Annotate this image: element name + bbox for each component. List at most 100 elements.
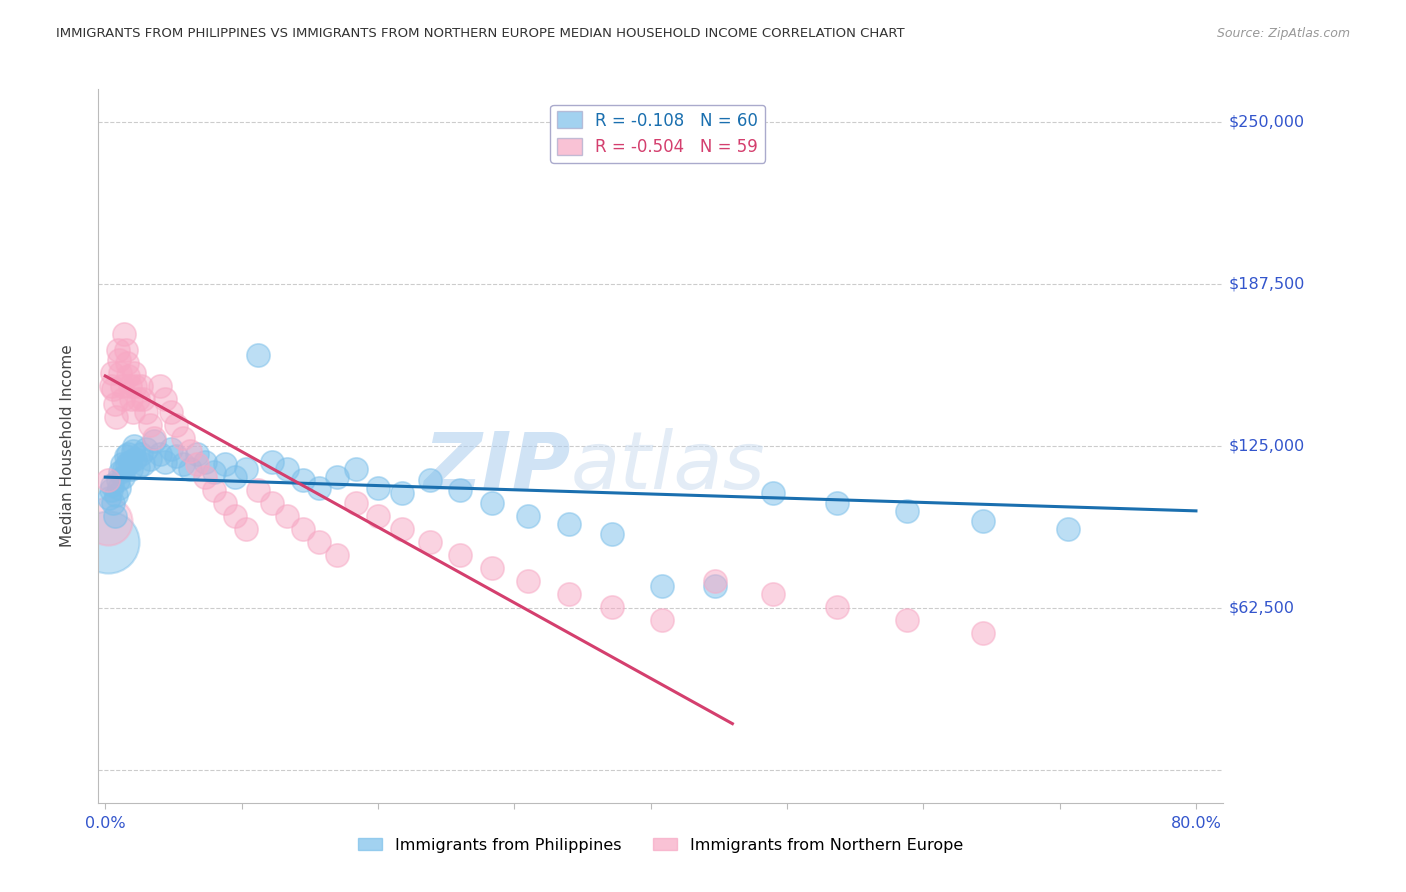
Text: 80.0%: 80.0% (1171, 816, 1222, 830)
Point (122, 439, 145, 453)
Point (127, 459, 149, 474)
Point (139, 418, 162, 433)
Point (179, 444, 201, 458)
Point (246, 348, 269, 362)
Text: $250,000: $250,000 (1229, 114, 1305, 129)
Point (103, 382, 125, 396)
Legend: Immigrants from Philippines, Immigrants from Northern Europe: Immigrants from Philippines, Immigrants … (352, 831, 970, 859)
Point (114, 450, 136, 464)
Point (194, 454, 217, 468)
Point (124, 379, 146, 393)
Point (155, 454, 177, 468)
Point (127, 392, 149, 407)
Point (762, 485, 785, 500)
Text: Source: ZipAtlas.com: Source: ZipAtlas.com (1216, 27, 1350, 40)
Point (104, 397, 127, 411)
Point (516, 574, 538, 588)
Point (186, 447, 208, 461)
Point (762, 587, 785, 601)
Point (100, 483, 122, 497)
Point (896, 504, 918, 518)
Text: ZIP: ZIP (423, 428, 571, 507)
Point (344, 496, 367, 510)
Point (118, 454, 141, 468)
Point (602, 599, 624, 614)
Point (558, 587, 581, 601)
Point (214, 496, 236, 510)
Point (118, 379, 141, 393)
Point (105, 410, 128, 425)
Point (391, 522, 413, 536)
Point (132, 457, 155, 471)
Point (276, 462, 298, 476)
Point (155, 392, 177, 407)
Point (202, 483, 225, 497)
Point (481, 496, 503, 510)
Point (291, 522, 314, 536)
Point (129, 379, 152, 393)
Point (143, 434, 166, 448)
Point (449, 548, 471, 562)
Point (121, 405, 143, 419)
Point (139, 452, 162, 467)
Point (972, 625, 994, 640)
Point (135, 442, 157, 456)
Point (172, 457, 194, 471)
Point (703, 574, 725, 588)
Point (149, 379, 172, 393)
Point (449, 483, 471, 497)
Point (308, 481, 330, 495)
Point (650, 579, 672, 593)
Text: $187,500: $187,500 (1229, 277, 1305, 292)
Point (419, 473, 441, 487)
Point (1056, 522, 1078, 536)
Point (101, 367, 124, 381)
Text: IMMIGRANTS FROM PHILIPPINES VS IMMIGRANTS FROM NORTHERN EUROPE MEDIAN HOUSEHOLD : IMMIGRANTS FROM PHILIPPINES VS IMMIGRANT… (56, 27, 905, 40)
Point (120, 462, 142, 476)
Y-axis label: Median Household Income: Median Household Income (60, 344, 75, 548)
Point (97, 473, 120, 487)
Point (481, 561, 503, 575)
Point (117, 447, 139, 461)
Point (108, 353, 131, 368)
Point (896, 613, 918, 627)
Point (122, 367, 145, 381)
Point (235, 522, 257, 536)
Text: 0.0%: 0.0% (84, 816, 125, 830)
Point (344, 462, 367, 476)
Point (602, 527, 624, 541)
Point (179, 462, 201, 476)
Point (110, 457, 132, 471)
Point (165, 450, 187, 464)
Point (202, 465, 225, 479)
Point (115, 457, 138, 471)
Point (367, 481, 389, 495)
Point (186, 457, 208, 471)
Point (391, 485, 413, 500)
Point (107, 473, 129, 487)
Point (260, 454, 283, 468)
Point (97, 514, 120, 528)
Point (159, 442, 181, 456)
Point (105, 488, 128, 502)
Point (972, 514, 994, 528)
Point (129, 447, 152, 461)
Point (165, 418, 187, 433)
Point (101, 478, 124, 492)
Point (110, 379, 132, 393)
Point (326, 548, 349, 562)
Point (650, 613, 672, 627)
Point (143, 431, 166, 445)
Point (108, 481, 131, 495)
Point (235, 462, 257, 476)
Point (112, 327, 135, 342)
Point (260, 496, 283, 510)
Point (516, 509, 538, 524)
Point (115, 356, 138, 370)
Text: $125,000: $125,000 (1229, 439, 1305, 453)
Point (114, 343, 136, 357)
Point (224, 470, 246, 484)
Point (291, 473, 314, 487)
Point (121, 444, 143, 458)
Point (308, 535, 330, 549)
